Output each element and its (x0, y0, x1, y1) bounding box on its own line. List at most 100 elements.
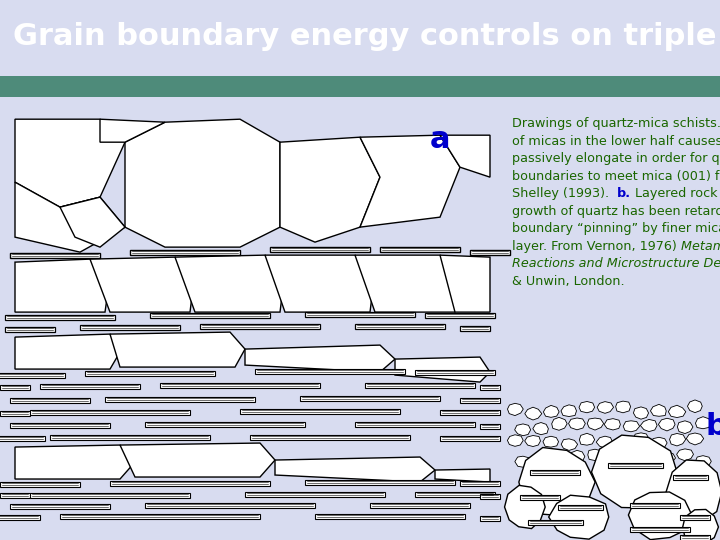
Polygon shape (670, 434, 685, 446)
Polygon shape (686, 433, 703, 445)
Polygon shape (624, 421, 639, 432)
FancyBboxPatch shape (608, 463, 662, 468)
FancyBboxPatch shape (5, 327, 55, 332)
FancyBboxPatch shape (30, 409, 190, 415)
Polygon shape (580, 433, 595, 445)
Polygon shape (677, 449, 693, 461)
FancyBboxPatch shape (240, 409, 400, 414)
Polygon shape (440, 255, 490, 312)
Polygon shape (508, 403, 523, 416)
Polygon shape (120, 443, 275, 477)
FancyBboxPatch shape (460, 481, 500, 485)
FancyBboxPatch shape (415, 491, 495, 496)
Polygon shape (280, 137, 380, 242)
FancyBboxPatch shape (680, 515, 710, 519)
FancyBboxPatch shape (110, 481, 270, 485)
Polygon shape (588, 449, 603, 461)
Polygon shape (629, 492, 692, 539)
Text: b: b (706, 412, 720, 441)
Polygon shape (435, 469, 490, 482)
Polygon shape (15, 119, 125, 207)
FancyBboxPatch shape (530, 470, 580, 475)
Polygon shape (561, 405, 577, 416)
Polygon shape (15, 445, 135, 479)
FancyBboxPatch shape (245, 491, 385, 496)
Polygon shape (561, 439, 577, 450)
Polygon shape (90, 257, 195, 312)
Polygon shape (641, 449, 657, 462)
Polygon shape (265, 255, 375, 312)
Text: boundaries to meet mica (001) faces at 90°. From: boundaries to meet mica (001) faces at 9… (512, 170, 720, 183)
FancyBboxPatch shape (365, 382, 475, 388)
Polygon shape (623, 452, 639, 463)
Polygon shape (696, 456, 711, 468)
Text: a: a (430, 125, 451, 154)
Polygon shape (515, 456, 531, 467)
Polygon shape (596, 436, 613, 448)
Polygon shape (605, 454, 620, 465)
FancyBboxPatch shape (0, 410, 30, 416)
FancyBboxPatch shape (415, 369, 495, 375)
FancyBboxPatch shape (60, 514, 260, 518)
Polygon shape (440, 135, 490, 177)
Polygon shape (175, 255, 285, 312)
FancyBboxPatch shape (380, 247, 460, 252)
Text: Reactions and Microstructure Development.: Reactions and Microstructure Development… (512, 257, 720, 270)
FancyBboxPatch shape (10, 423, 110, 428)
FancyBboxPatch shape (130, 249, 240, 255)
Polygon shape (15, 182, 125, 252)
Polygon shape (15, 334, 120, 369)
FancyBboxPatch shape (672, 475, 708, 480)
FancyBboxPatch shape (0, 482, 80, 487)
Polygon shape (634, 407, 649, 419)
FancyBboxPatch shape (480, 384, 500, 389)
FancyBboxPatch shape (440, 409, 500, 415)
Polygon shape (668, 405, 685, 417)
FancyBboxPatch shape (630, 503, 680, 508)
Polygon shape (658, 418, 675, 431)
FancyBboxPatch shape (200, 323, 320, 329)
FancyBboxPatch shape (470, 249, 510, 255)
Polygon shape (579, 401, 595, 413)
Polygon shape (549, 495, 608, 539)
FancyBboxPatch shape (0, 76, 720, 97)
FancyBboxPatch shape (0, 384, 30, 389)
Polygon shape (696, 417, 711, 429)
Polygon shape (505, 485, 545, 529)
FancyBboxPatch shape (80, 325, 180, 329)
Text: b.: b. (617, 187, 631, 200)
Polygon shape (604, 418, 621, 430)
Polygon shape (683, 509, 719, 540)
Polygon shape (60, 197, 125, 247)
Polygon shape (616, 437, 631, 449)
FancyBboxPatch shape (40, 383, 140, 389)
Polygon shape (544, 406, 559, 417)
FancyBboxPatch shape (160, 382, 320, 388)
FancyBboxPatch shape (270, 247, 370, 252)
FancyBboxPatch shape (440, 436, 500, 441)
Polygon shape (588, 418, 603, 430)
Polygon shape (688, 400, 702, 413)
FancyBboxPatch shape (105, 396, 255, 402)
Polygon shape (125, 119, 280, 247)
Polygon shape (525, 407, 541, 420)
Polygon shape (519, 448, 595, 516)
Text: boundary “pinning” by finer micas in the upper: boundary “pinning” by finer micas in the… (512, 222, 720, 235)
FancyBboxPatch shape (85, 370, 215, 376)
FancyBboxPatch shape (305, 480, 455, 484)
FancyBboxPatch shape (150, 313, 270, 318)
Polygon shape (543, 436, 559, 447)
Text: Metamorphic Processes:: Metamorphic Processes: (680, 240, 720, 253)
FancyBboxPatch shape (0, 515, 40, 519)
FancyBboxPatch shape (355, 323, 445, 329)
Text: growth of quartz has been retarded by grain: growth of quartz has been retarded by gr… (512, 205, 720, 218)
Polygon shape (597, 402, 613, 413)
Text: Drawings of quartz-mica schists.: Drawings of quartz-mica schists. (512, 117, 720, 130)
FancyBboxPatch shape (145, 503, 315, 508)
Text: layer. From Vernon, 1976): layer. From Vernon, 1976) (512, 240, 680, 253)
Polygon shape (616, 401, 631, 413)
Polygon shape (552, 417, 567, 430)
Polygon shape (592, 435, 677, 508)
FancyBboxPatch shape (680, 535, 710, 539)
FancyBboxPatch shape (480, 494, 500, 498)
